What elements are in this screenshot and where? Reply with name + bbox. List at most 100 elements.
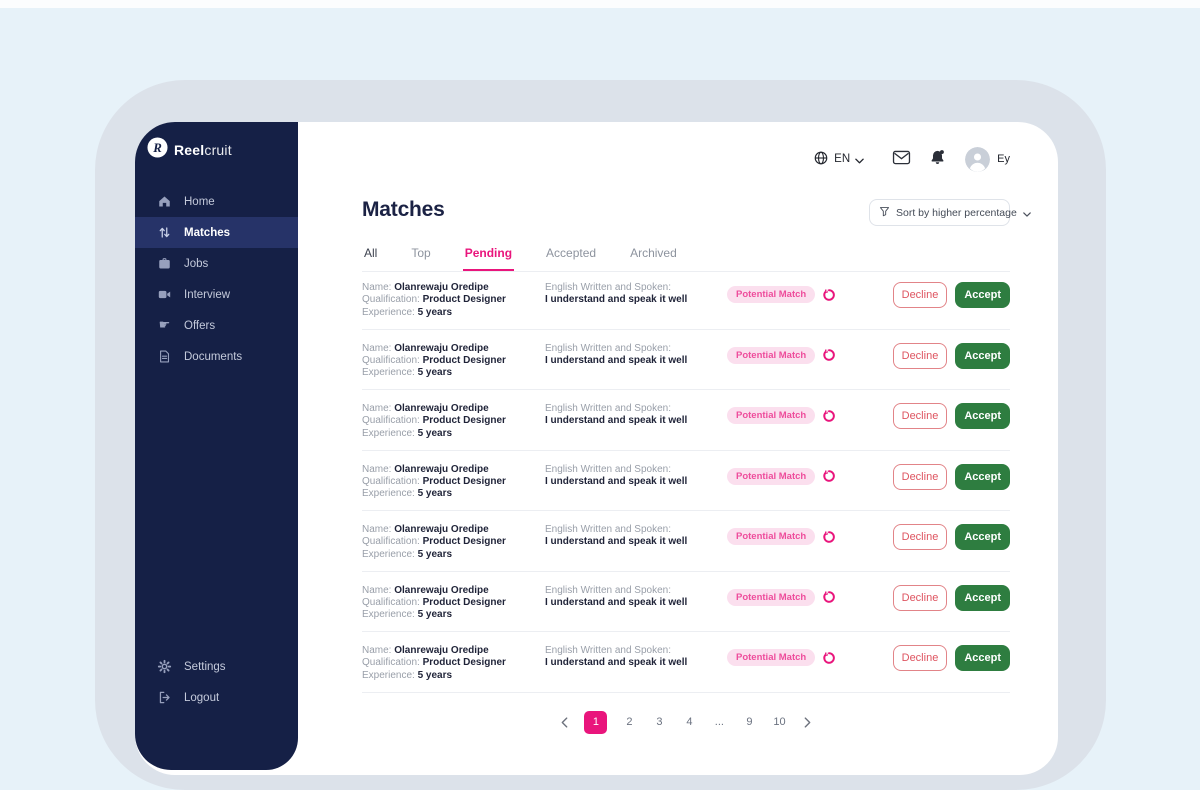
name-label: Name:: [362, 342, 392, 354]
sort-label: Sort by higher percentage: [896, 206, 1017, 219]
sidebar-item-logout[interactable]: Logout: [135, 682, 298, 713]
match-status: Potential Match: [727, 407, 836, 424]
row-actions: Decline Accept: [892, 403, 1010, 429]
english-proficiency-value: I understand and speak it well: [545, 415, 688, 427]
sidebar-item-interview[interactable]: Interview: [135, 279, 298, 310]
accept-button[interactable]: Accept: [955, 524, 1010, 550]
experience-label: Experience:: [362, 669, 415, 681]
offers-icon: ☛: [158, 318, 171, 333]
pagination-next-button[interactable]: [802, 715, 813, 730]
english-label: English Written and Spoken:: [545, 403, 672, 414]
messages-button[interactable]: [892, 150, 911, 168]
pagination-page-10[interactable]: 10: [771, 712, 787, 732]
language-selector[interactable]: EN: [813, 150, 864, 169]
pagination-page-9[interactable]: 9: [741, 712, 757, 732]
candidate-name: Olanrewaju Oredipe: [394, 463, 489, 475]
match-progress-icon: [822, 469, 836, 483]
potential-match-badge: Potential Match: [727, 649, 816, 666]
candidate-info: Name: Olanrewaju Oredipe Qualification: …: [362, 282, 506, 319]
match-progress-icon: [822, 530, 836, 544]
sidebar-footer-nav: Settings Logout: [135, 651, 298, 713]
tab-archived[interactable]: Archived: [628, 244, 679, 271]
sidebar-item-matches[interactable]: Matches: [135, 217, 298, 248]
decline-button[interactable]: Decline: [892, 645, 948, 671]
mail-icon: [892, 150, 911, 168]
user-name: Ey: [997, 153, 1010, 165]
pagination-page-2[interactable]: 2: [621, 712, 637, 732]
candidate-experience: 5 years: [417, 488, 453, 500]
qualification-label: Qualification:: [362, 657, 420, 669]
candidate-qualification: Product Designer: [422, 536, 506, 548]
brand-logo: R Reelcruit: [135, 122, 298, 163]
match-row: Name: Olanrewaju Oredipe Qualification: …: [362, 632, 1010, 693]
match-row: Name: Olanrewaju Oredipe Qualification: …: [362, 330, 1010, 390]
match-progress-icon: [822, 288, 836, 302]
accept-button[interactable]: Accept: [955, 463, 1010, 490]
row-actions: Decline Accept: [892, 524, 1010, 550]
accept-button[interactable]: Accept: [955, 282, 1010, 308]
tab-top[interactable]: Top: [409, 244, 432, 271]
match-row: Name: Olanrewaju Oredipe Qualification: …: [362, 390, 1010, 451]
experience-label: Experience:: [362, 609, 415, 621]
sidebar-item-jobs[interactable]: Jobs: [135, 248, 298, 279]
qualification-label: Qualification:: [362, 475, 420, 487]
decline-button[interactable]: Decline: [892, 403, 948, 429]
decline-button[interactable]: Decline: [892, 584, 948, 611]
candidate-qualification: Product Designer: [422, 596, 506, 608]
notifications-button[interactable]: [929, 149, 946, 169]
decline-button[interactable]: Decline: [892, 463, 948, 490]
sidebar-item-home[interactable]: Home: [135, 186, 298, 217]
pagination-page-4[interactable]: 4: [681, 712, 697, 732]
experience-label: Experience:: [362, 488, 415, 500]
accept-button[interactable]: Accept: [955, 403, 1010, 429]
tab-all[interactable]: All: [362, 244, 379, 271]
name-label: Name:: [362, 463, 392, 475]
name-label: Name:: [362, 584, 392, 596]
match-row: Name: Olanrewaju Oredipe Qualification: …: [362, 269, 1010, 330]
qualification-label: Qualification:: [362, 354, 420, 366]
match-status: Potential Match: [727, 467, 836, 485]
english-label: English Written and Spoken:: [545, 584, 672, 596]
tab-pending[interactable]: Pending: [462, 244, 515, 271]
pagination-ellipsis: ...: [711, 712, 727, 732]
sidebar-item-offers[interactable]: ☛ Offers: [158, 318, 216, 333]
potential-match-badge: Potential Match: [727, 346, 816, 364]
sidebar-item-settings[interactable]: Settings: [135, 651, 298, 682]
pagination-page-1-active[interactable]: 1: [584, 710, 608, 734]
sidebar-item-documents[interactable]: Documents: [135, 341, 298, 372]
name-label: Name:: [362, 282, 392, 293]
candidate-name: Olanrewaju Oredipe: [394, 403, 489, 414]
tab-accepted[interactable]: Accepted: [544, 244, 598, 271]
pagination-pages: 1 2 3 4 ... 9 10: [584, 710, 787, 734]
candidate-info: Name: Olanrewaju Oredipe Qualification: …: [362, 403, 506, 440]
decline-button[interactable]: Decline: [892, 524, 948, 550]
match-progress-icon: [822, 409, 836, 423]
english-proficiency-value: I understand and speak it well: [545, 657, 688, 669]
home-icon: [157, 194, 172, 209]
row-actions: Decline Accept: [892, 282, 1010, 308]
decline-button[interactable]: Decline: [892, 342, 948, 369]
english-proficiency-value: I understand and speak it well: [545, 294, 688, 306]
match-status: Potential Match: [727, 528, 836, 545]
accept-button[interactable]: Accept: [955, 584, 1010, 611]
pagination-prev-button[interactable]: [559, 715, 570, 730]
globe-icon: [813, 150, 829, 169]
matches-icon: [157, 225, 172, 240]
accept-button[interactable]: Accept: [955, 342, 1010, 369]
candidate-experience: 5 years: [417, 306, 453, 318]
svg-text:R: R: [152, 141, 162, 155]
candidate-qualification: Product Designer: [422, 415, 506, 427]
row-actions: Decline Accept: [892, 463, 1010, 490]
user-avatar[interactable]: [965, 146, 991, 172]
accept-button[interactable]: Accept: [955, 645, 1010, 671]
name-label: Name:: [362, 403, 392, 414]
avatar-person-icon: [965, 146, 991, 172]
sort-dropdown[interactable]: Sort by higher percentage: [869, 199, 1031, 226]
potential-match-badge: Potential Match: [727, 467, 816, 485]
language-proficiency: English Written and Spoken: I understand…: [545, 585, 687, 610]
documents-icon: [157, 349, 172, 364]
pagination-page-3[interactable]: 3: [651, 712, 667, 732]
candidate-info: Name: Olanrewaju Oredipe Qualification: …: [362, 464, 506, 501]
match-progress-icon: [822, 590, 836, 604]
decline-button[interactable]: Decline: [892, 282, 948, 308]
